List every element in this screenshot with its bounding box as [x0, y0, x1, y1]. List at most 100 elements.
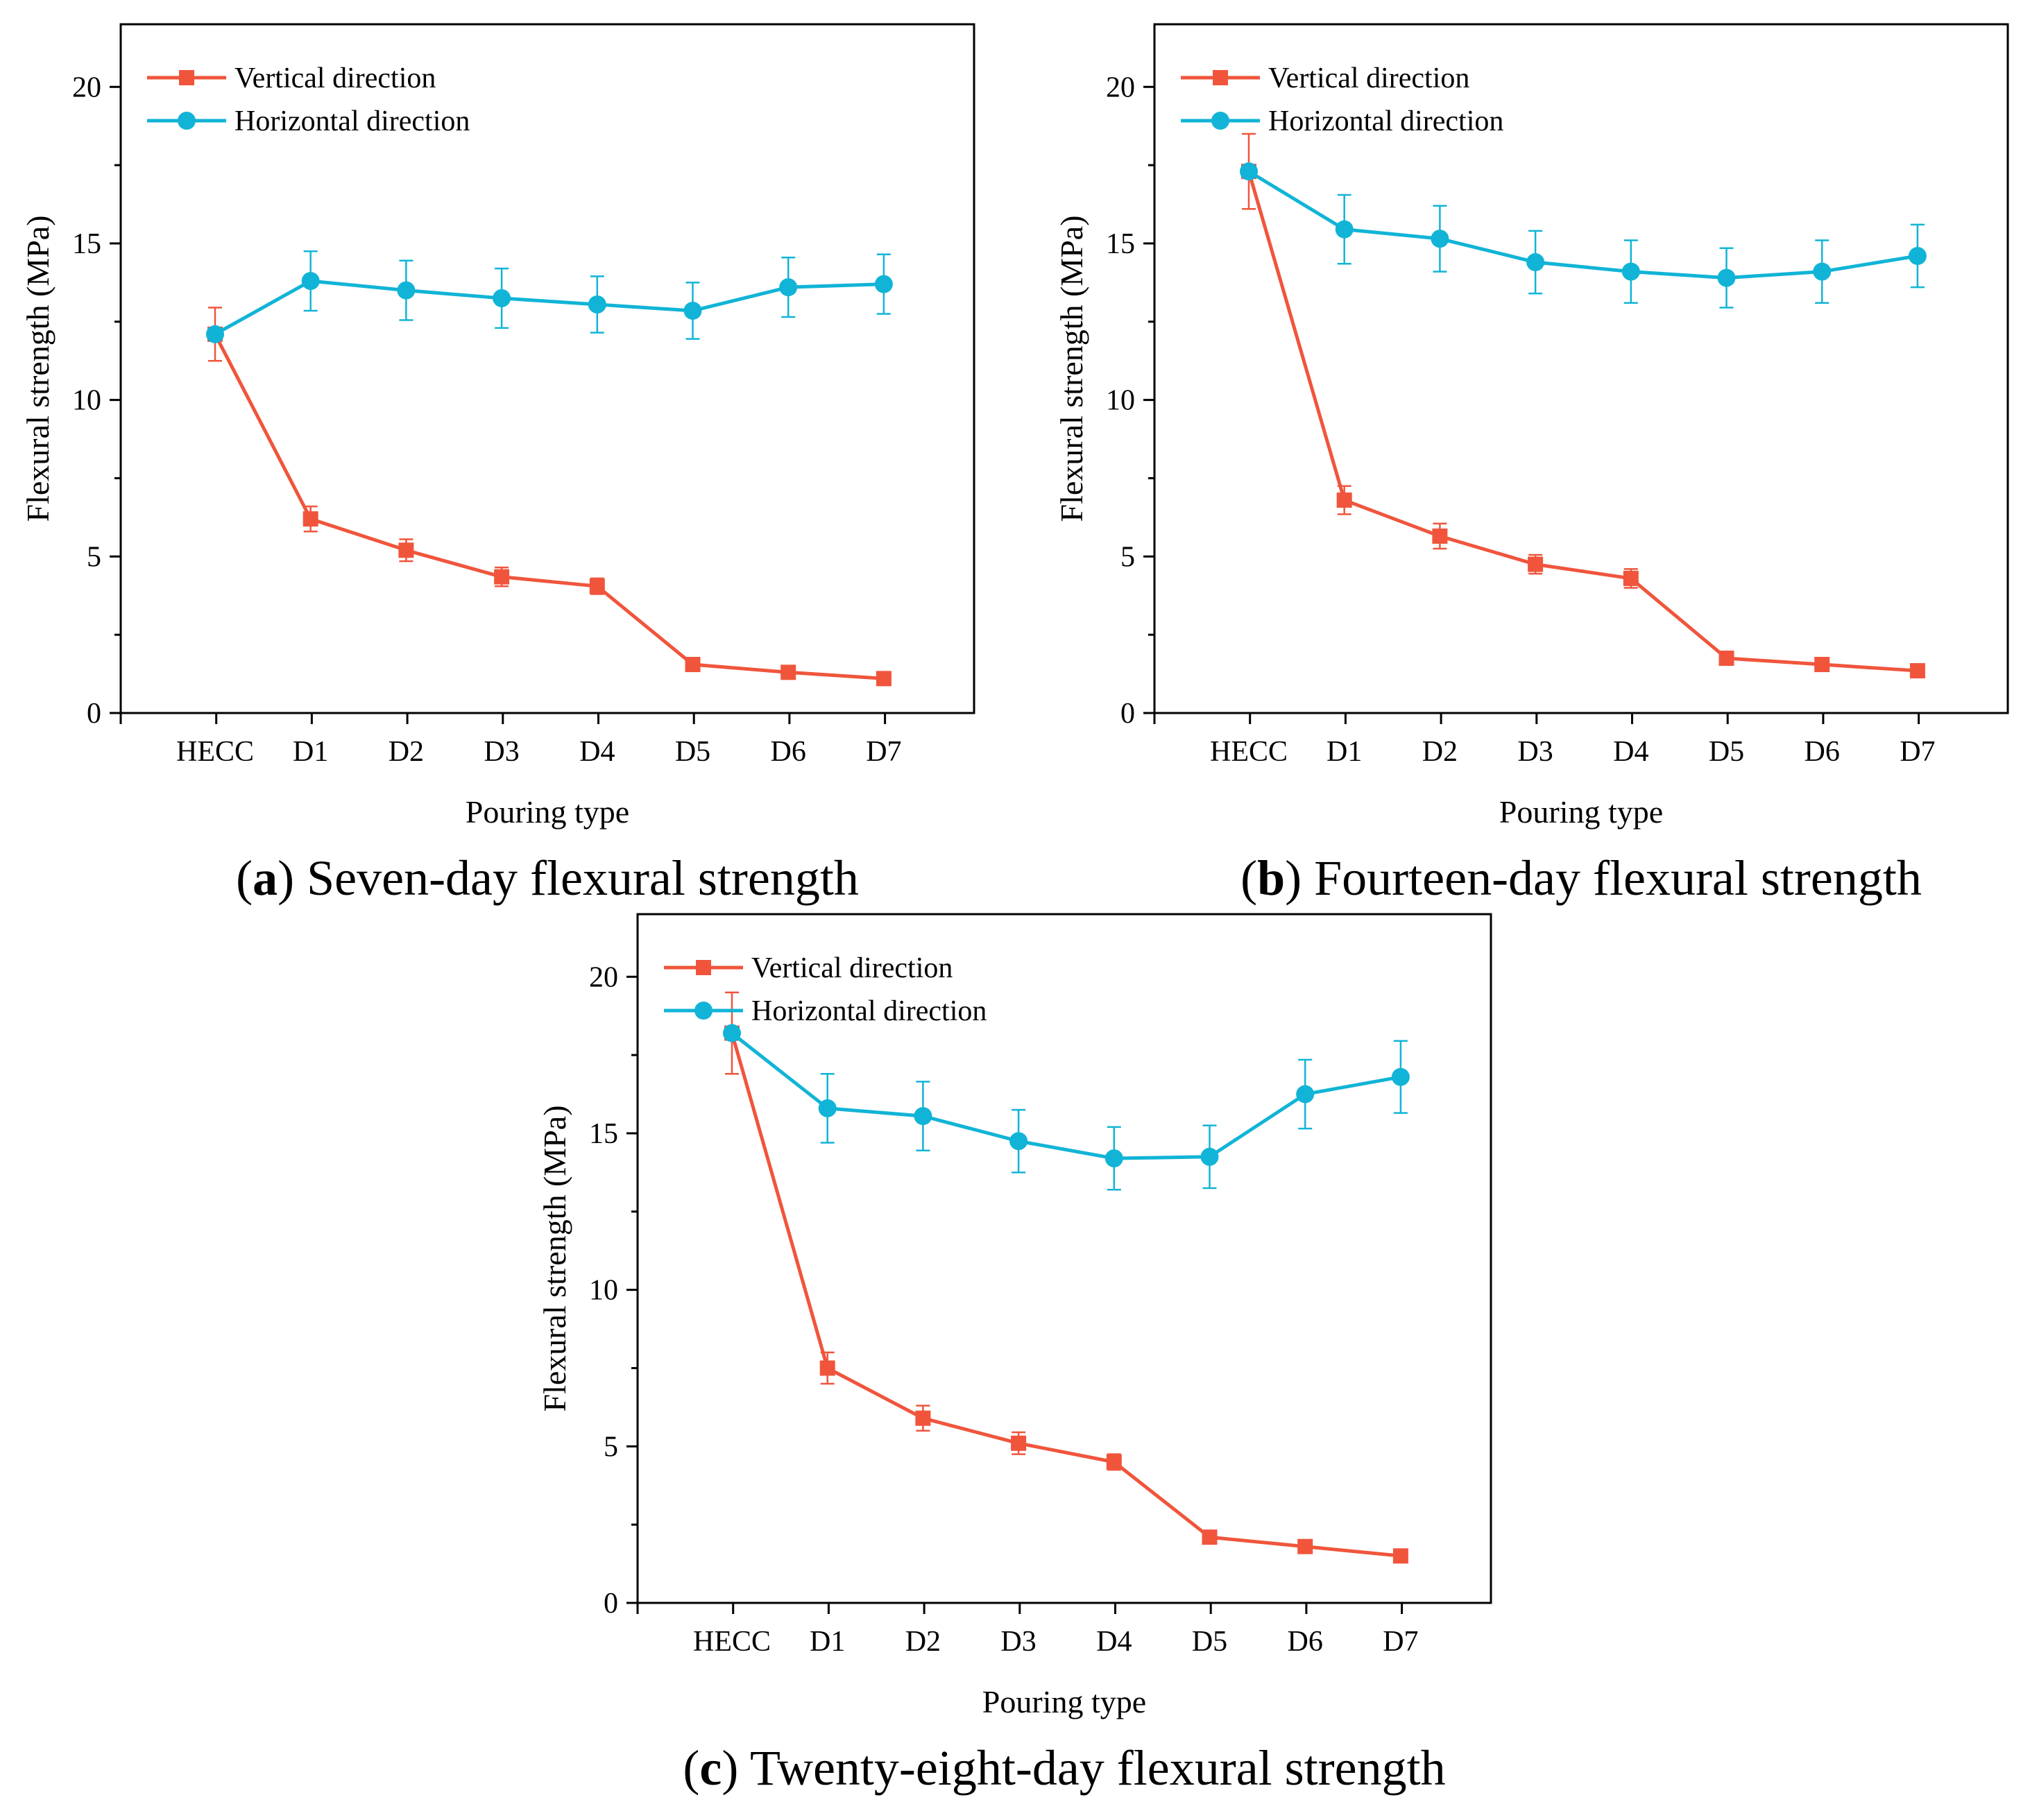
series-line [214, 279, 884, 336]
x-tick-label: D6 [1288, 1626, 1323, 1658]
data-point-circle [683, 301, 702, 320]
data-point-square [1528, 556, 1544, 572]
series-line [1247, 170, 1918, 280]
data-point-circle [1813, 262, 1832, 281]
x-tick-label: D4 [1096, 1626, 1132, 1658]
legend: Vertical direction Horizontal direction [664, 952, 987, 1027]
data-point-square [1106, 1454, 1122, 1470]
series-square [1241, 132, 1925, 679]
x-tick-label: D1 [293, 736, 328, 768]
data-point-circle [493, 289, 511, 307]
y-tick-label: 5 [87, 541, 101, 573]
x-tick-label: D6 [1805, 736, 1840, 768]
data-point-circle [1908, 247, 1927, 266]
caption-letter: c [699, 1740, 722, 1796]
x-tick-label: D3 [484, 736, 519, 768]
y-tick-label: 20 [1106, 71, 1135, 103]
data-point-square [1392, 1548, 1408, 1564]
series-circle [206, 250, 893, 343]
legend-label: Vertical direction [1268, 62, 1469, 94]
legend-marker-circle [1211, 112, 1229, 130]
data-point-square [1814, 657, 1830, 673]
data-point-square [398, 542, 414, 558]
legend-label: Vertical direction [751, 952, 953, 984]
y-tick-label: 0 [87, 698, 101, 730]
x-tick-label: D1 [810, 1626, 845, 1658]
legend-marker-square [179, 70, 194, 85]
x-tick-label: HECC [176, 736, 254, 768]
data-point-square [781, 664, 796, 680]
data-point-square [915, 1410, 931, 1426]
x-axis-title: Pouring type [982, 1684, 1146, 1719]
series-square [207, 307, 892, 687]
data-point-circle [1009, 1132, 1028, 1151]
data-point-circle [1391, 1067, 1410, 1086]
legend-label: Horizontal direction [234, 105, 470, 137]
data-point-square [1432, 528, 1448, 544]
data-point-circle [1104, 1149, 1123, 1168]
series-line [1247, 171, 1918, 673]
series-line [213, 333, 885, 680]
data-point-circle [1526, 253, 1545, 272]
data-point-circle [723, 1024, 741, 1042]
data-point-square [1202, 1529, 1218, 1545]
series-line [730, 1032, 1401, 1558]
y-tick-label: 10 [72, 385, 101, 417]
data-point-square [1718, 651, 1734, 667]
data-point-circle [1296, 1085, 1315, 1104]
y-tick-label: 0 [1120, 698, 1135, 730]
caption-paren-open: ( [1240, 850, 1257, 906]
x-tick-label: D2 [905, 1626, 941, 1658]
legend-marker-square [696, 960, 711, 975]
data-point-square [876, 671, 892, 687]
x-tick-label: D6 [771, 736, 806, 768]
y-tick-label: 15 [589, 1118, 618, 1150]
caption-text: Seven-day flexural strength [294, 850, 859, 906]
data-point-square [494, 569, 510, 585]
x-axis-title: Pouring type [1499, 794, 1663, 830]
x-tick-label: D1 [1327, 736, 1362, 768]
data-point-circle [914, 1107, 932, 1126]
panel-b-fourteen-day: 0 5 10 15 20 HECC D1 D2 D3 D4 D5 D6 D7 Pouring type Fl… [1054, 23, 2009, 906]
caption-letter: a [253, 850, 278, 906]
y-tick-label: 10 [589, 1275, 618, 1307]
y-tick-label: 15 [1106, 228, 1135, 260]
legend-label: Vertical direction [234, 62, 436, 94]
x-tick-label: D5 [1192, 1626, 1227, 1658]
data-point-square [819, 1360, 835, 1376]
plot-frame [119, 23, 975, 714]
legend: Vertical direction Horizontal direction [147, 62, 470, 137]
plot-frame [636, 913, 1492, 1604]
panel-caption: (c) Twenty-eight-day flexural strength [683, 1740, 1445, 1796]
data-point-circle [1431, 230, 1449, 248]
caption-text: Twenty-eight-day flexural strength [738, 1740, 1445, 1796]
data-point-circle [397, 281, 416, 300]
caption-paren-close: ) [722, 1740, 738, 1796]
data-point-circle [1717, 268, 1736, 287]
legend-marker-square [1213, 70, 1228, 85]
y-tick-label: 0 [604, 1588, 618, 1620]
x-tick-label: D7 [1383, 1626, 1418, 1658]
data-point-circle [1621, 262, 1640, 281]
panel-c-twenty-eight-day: 0 5 10 15 20 HECC D1 D2 D3 D4 D5 D6 D7 Pouring type Fl… [537, 913, 1492, 1796]
data-point-square [685, 657, 701, 673]
caption-paren-close: ) [278, 850, 294, 906]
data-point-circle [1200, 1147, 1219, 1166]
data-point-square [1336, 492, 1352, 508]
x-tick-label: D4 [1613, 736, 1648, 768]
x-tick-label: D5 [675, 736, 710, 768]
series-circle [1240, 162, 1927, 309]
y-axis-title: Flexural strength (MPa) [1054, 215, 1089, 522]
x-tick-label: D7 [866, 736, 901, 768]
x-axis-title: Pouring type [466, 794, 629, 830]
caption-paren-open: ( [683, 1740, 699, 1796]
series-line [731, 1031, 1401, 1160]
x-tick-label: D5 [1709, 736, 1744, 768]
x-tick-label: D3 [1517, 736, 1553, 768]
y-axis-title: Flexural strength (MPa) [537, 1105, 572, 1411]
panel-a-seven-day: 0 5 10 15 20 HECC D1 D2 D3 D4 D5 D6 D7 Pouring type Fl… [20, 23, 975, 906]
x-tick-label: D4 [579, 736, 615, 768]
x-tick-label: HECC [693, 1626, 771, 1658]
data-point-circle [779, 278, 798, 297]
